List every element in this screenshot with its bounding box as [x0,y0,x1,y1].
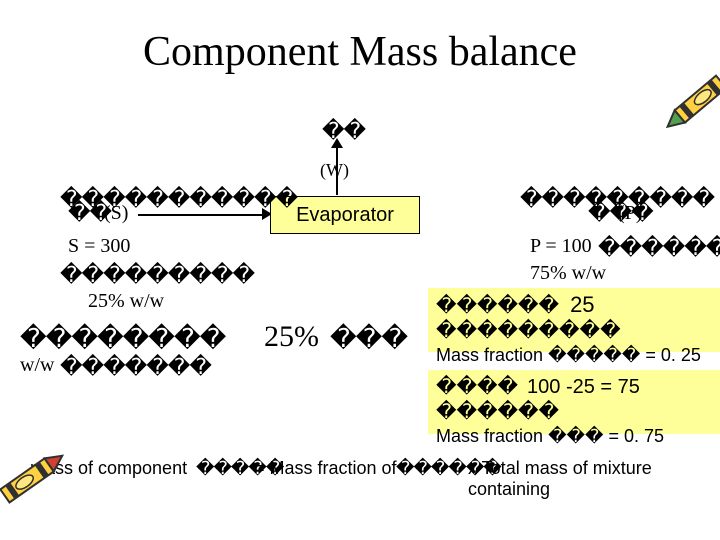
h1-placeholder-a: ������ [436,295,559,317]
highlight-1: ������ 25 ��������� Mass fraction ����� … [428,288,720,352]
crayon-icon-green [650,60,720,150]
placeholder-p-eq: ������� [598,235,720,261]
h2-mf: Mass fraction [436,426,543,446]
placeholder-main-right: ��� [330,324,407,354]
bottom-b: = Mass fraction of [254,458,397,479]
placeholder-ww-right: ������� [60,354,211,380]
stream-w-tag: (W) [320,160,349,181]
h1-placeholder-c: ����� [548,345,640,365]
stream-p-eq: P = 100 [530,235,592,258]
h2-placeholder-a: ���� [436,376,518,398]
highlight-2: ���� 100 -25 = 75 ������ Mass fraction �… [428,370,720,434]
evaporator-label: Evaporator [296,204,394,227]
arrow-s-line [138,214,268,216]
stream-s-tag: (S) [104,202,128,225]
stream-p-conc: 75% w/w [530,262,606,285]
h1-placeholder-b: ��������� [436,320,621,342]
stream-s-eq: S = 300 [68,235,130,258]
main-25: 25% [264,320,319,354]
h2-placeholder-b: ������ [436,401,559,423]
h2-placeholder-c: ��� [548,426,603,446]
bottom-c: x Total mass of mixture containing [468,458,720,500]
placeholder-s-bottom: ��������� [60,262,254,288]
placeholder-main-left: �������� [20,324,225,354]
stream-p-tag: (P) [618,202,642,225]
h2-val: = 0. 75 [608,426,664,446]
crayon-icon-red [0,430,78,520]
h1-25: 25 [570,292,594,317]
h1-mf: Mass fraction [436,345,543,365]
stream-s-conc: 25% w/w [88,290,164,313]
placeholder-top: �� [322,118,365,144]
h2-line-a: 100 -25 = 75 [527,376,640,398]
main-ww: w/w [20,354,54,377]
page-title: Component Mass balance [0,28,720,76]
h1-val: = 0. 25 [645,345,701,365]
